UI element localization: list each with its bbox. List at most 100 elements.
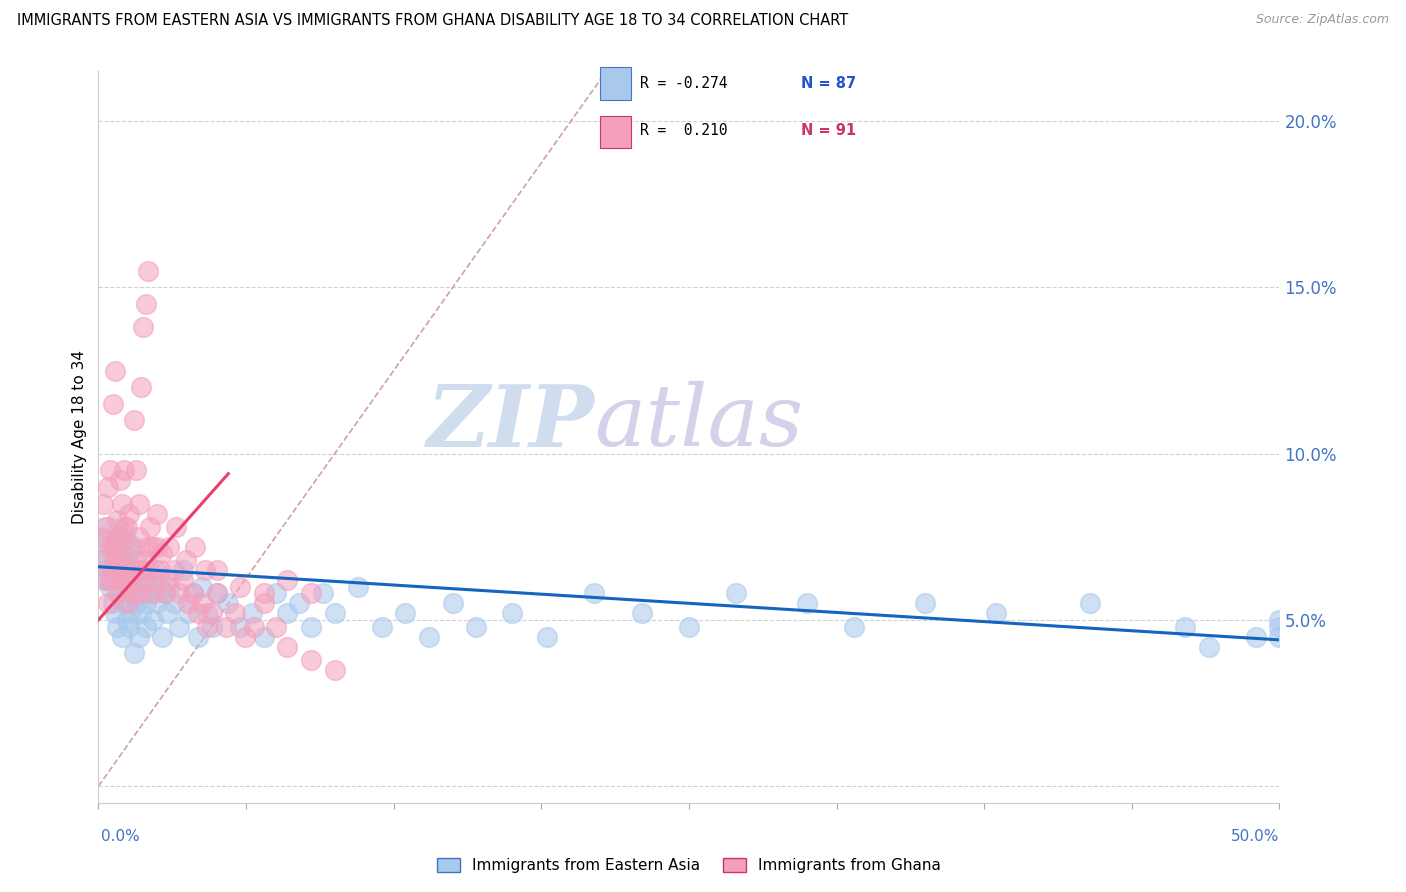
Point: [215, 619, 238, 633]
Point: [276, 640, 298, 654]
Point: [153, 586, 176, 600]
FancyBboxPatch shape: [600, 116, 631, 148]
Point: [583, 586, 606, 600]
Point: [1080, 596, 1102, 610]
Point: [167, 619, 190, 633]
Point: [312, 586, 335, 600]
Point: [122, 413, 145, 427]
Point: [122, 646, 145, 660]
Point: [90, 553, 112, 567]
Point: [195, 619, 218, 633]
Point: [299, 586, 322, 600]
Point: [98, 540, 121, 554]
Point: [146, 596, 169, 610]
Point: [97, 540, 120, 554]
Point: [678, 619, 700, 633]
Point: [233, 630, 256, 644]
Point: [101, 540, 124, 554]
Point: [97, 563, 120, 577]
Point: [177, 607, 200, 621]
Point: [149, 563, 172, 577]
FancyBboxPatch shape: [600, 68, 631, 100]
Point: [122, 540, 145, 554]
Point: [146, 540, 169, 554]
Point: [276, 573, 298, 587]
Point: [253, 586, 276, 600]
Point: [129, 380, 152, 394]
Point: [112, 596, 135, 610]
Point: [187, 607, 209, 621]
Point: [112, 463, 135, 477]
Text: N = 91: N = 91: [801, 123, 856, 138]
Point: [264, 619, 287, 633]
Point: [172, 563, 194, 577]
Point: [135, 596, 157, 610]
Point: [125, 596, 148, 610]
Point: [104, 546, 127, 560]
Point: [98, 463, 121, 477]
Legend: Immigrants from Eastern Asia, Immigrants from Ghana: Immigrants from Eastern Asia, Immigrants…: [430, 852, 948, 880]
Point: [139, 563, 162, 577]
Text: ZIP: ZIP: [426, 381, 595, 464]
Point: [101, 540, 124, 554]
Point: [163, 596, 186, 610]
Point: [115, 520, 138, 534]
Point: [104, 553, 127, 567]
Point: [323, 663, 346, 677]
Point: [418, 630, 440, 644]
Point: [121, 540, 143, 554]
Point: [157, 580, 180, 594]
Point: [224, 607, 246, 621]
Point: [217, 596, 239, 610]
Point: [347, 580, 370, 594]
Point: [129, 563, 152, 577]
Point: [111, 546, 134, 560]
Point: [205, 586, 228, 600]
Point: [1268, 630, 1291, 644]
Point: [111, 497, 134, 511]
Point: [128, 530, 150, 544]
Point: [136, 540, 159, 554]
Point: [97, 480, 120, 494]
Y-axis label: Disability Age 18 to 34: Disability Age 18 to 34: [72, 350, 87, 524]
Point: [122, 586, 145, 600]
Point: [125, 553, 148, 567]
Point: [630, 607, 652, 621]
Point: [501, 607, 523, 621]
Point: [105, 513, 128, 527]
Point: [201, 607, 224, 621]
Text: N = 87: N = 87: [801, 76, 856, 91]
Point: [167, 586, 190, 600]
Point: [323, 607, 346, 621]
Point: [112, 563, 135, 577]
Point: [156, 607, 179, 621]
Point: [191, 596, 214, 610]
Point: [112, 520, 135, 534]
Point: [195, 607, 218, 621]
Point: [264, 586, 287, 600]
Point: [135, 619, 157, 633]
Point: [1268, 613, 1291, 627]
Point: [276, 607, 298, 621]
Text: Source: ZipAtlas.com: Source: ZipAtlas.com: [1256, 13, 1389, 27]
Point: [108, 586, 131, 600]
Point: [98, 573, 121, 587]
Point: [101, 563, 124, 577]
Point: [1198, 640, 1220, 654]
Point: [229, 619, 252, 633]
Point: [128, 497, 150, 511]
Point: [163, 563, 186, 577]
Text: 50.0%: 50.0%: [1232, 830, 1279, 844]
Point: [157, 573, 180, 587]
Point: [194, 563, 217, 577]
Point: [1268, 619, 1291, 633]
Point: [108, 546, 131, 560]
Point: [205, 586, 228, 600]
Point: [101, 397, 124, 411]
Point: [181, 586, 204, 600]
Point: [725, 586, 748, 600]
Point: [229, 580, 252, 594]
Point: [125, 463, 148, 477]
Point: [111, 573, 134, 587]
Point: [136, 264, 159, 278]
